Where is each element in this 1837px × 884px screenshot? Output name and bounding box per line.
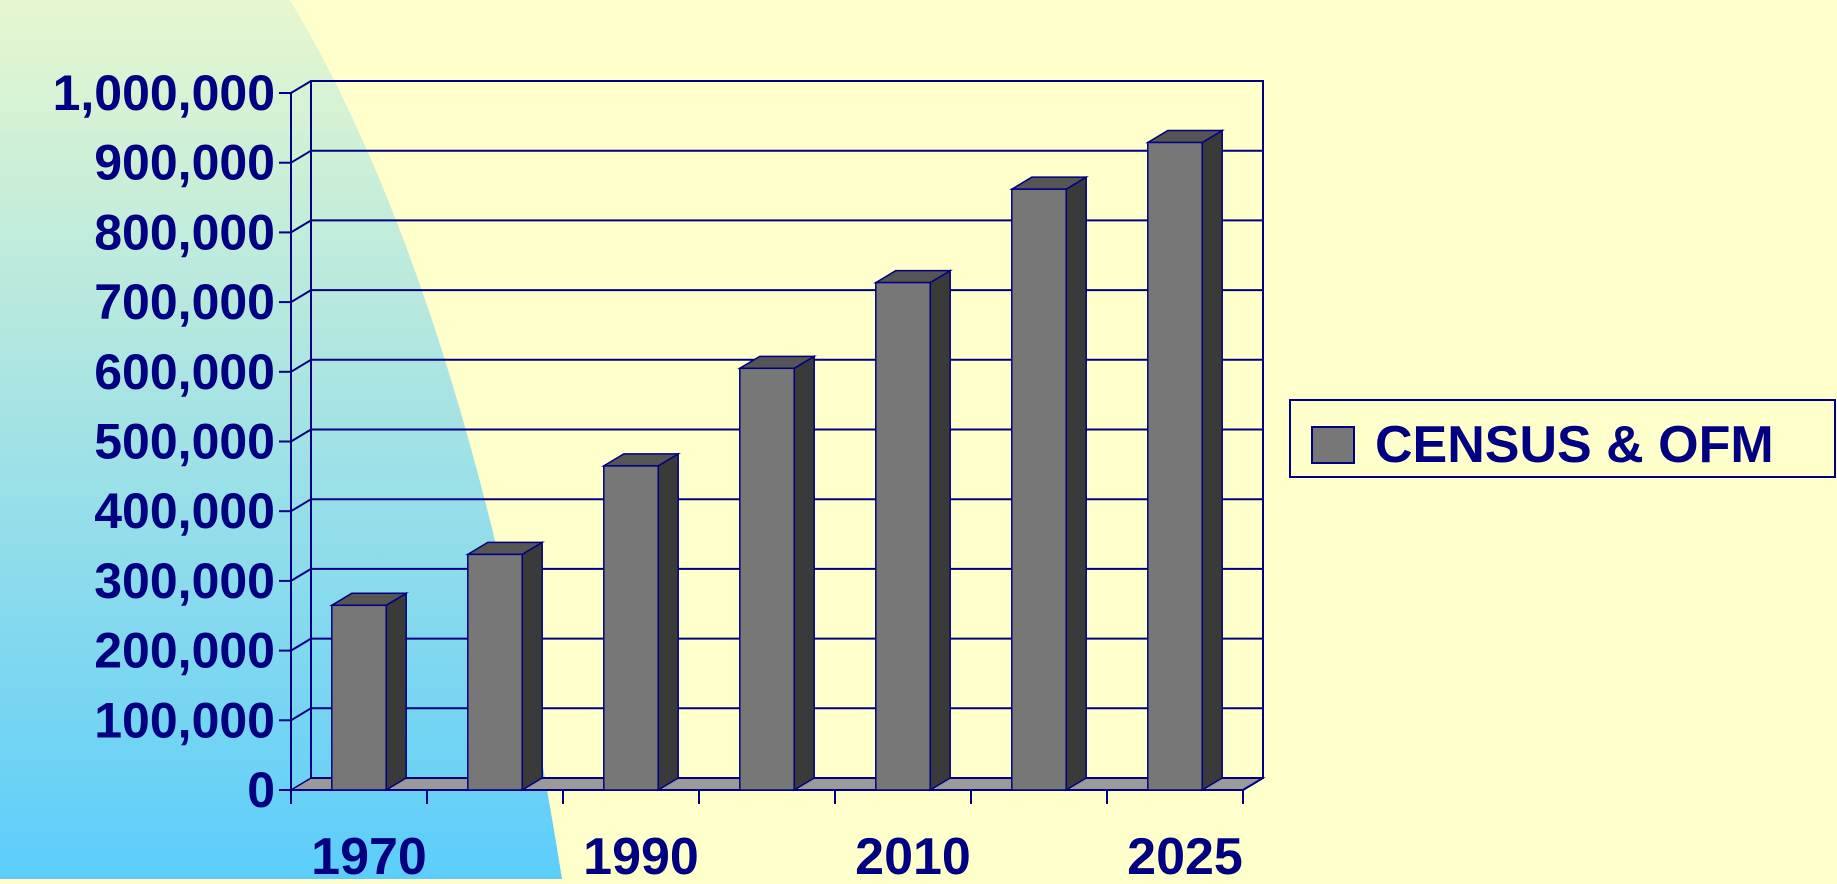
bar-2000	[737, 354, 817, 792]
y-tick-label: 100,000	[94, 692, 275, 748]
bar-2020	[1009, 175, 1089, 792]
bar-front	[875, 281, 931, 791]
bar-1980	[465, 541, 545, 792]
bar-side	[385, 591, 407, 792]
bar-1970	[329, 591, 409, 792]
legend-label: CENSUS & OFM	[1375, 416, 1774, 474]
gridline	[290, 149, 1263, 164]
bar-side	[657, 452, 679, 792]
bar-front	[467, 553, 523, 791]
gridline	[290, 289, 1263, 303]
bar-front	[1147, 141, 1203, 791]
bar-2025	[1145, 129, 1225, 792]
bar-1990	[601, 452, 681, 792]
x-tick-label: 2010	[855, 828, 971, 879]
legend: CENSUS & OFM	[1289, 399, 1836, 478]
x-tick-label: 1970	[311, 828, 427, 879]
bar-front	[603, 465, 659, 791]
x-tick-label: 1990	[583, 828, 699, 879]
bar-front	[331, 604, 387, 791]
legend-swatch	[1311, 426, 1355, 464]
plot-area: 0 100,000 200,000 300,000 400,000 500,000 600,…	[53, 65, 1266, 884]
x-axis-corner	[1242, 777, 1264, 791]
bar-side	[929, 269, 951, 792]
y-tick-label: 800,000	[94, 204, 275, 260]
x-tick-label: 2025	[1127, 828, 1243, 879]
bar-side	[1065, 175, 1087, 792]
y-tick-label: 200,000	[94, 623, 275, 679]
gridline	[290, 219, 1263, 234]
background-gradient-swoosh	[0, 0, 562, 879]
bar-side	[793, 354, 815, 792]
legend-box	[1289, 399, 1836, 478]
bar-side	[1201, 129, 1223, 792]
y-tick-label: 1,000,000	[53, 65, 275, 121]
y-tick-label: 400,000	[94, 483, 275, 539]
bar-side	[521, 541, 543, 792]
y-tick-label: 300,000	[94, 553, 275, 609]
y-tick-label: 500,000	[94, 414, 275, 470]
bar-2010	[873, 269, 953, 792]
y-tick-label: 600,000	[94, 344, 275, 400]
y-tick-label: 0	[247, 762, 275, 818]
y-tick-label: 900,000	[94, 135, 275, 191]
bar-front	[1011, 188, 1067, 791]
y-tick-label: 700,000	[94, 274, 275, 330]
gridline	[290, 80, 1263, 94]
bar-front	[739, 367, 795, 791]
